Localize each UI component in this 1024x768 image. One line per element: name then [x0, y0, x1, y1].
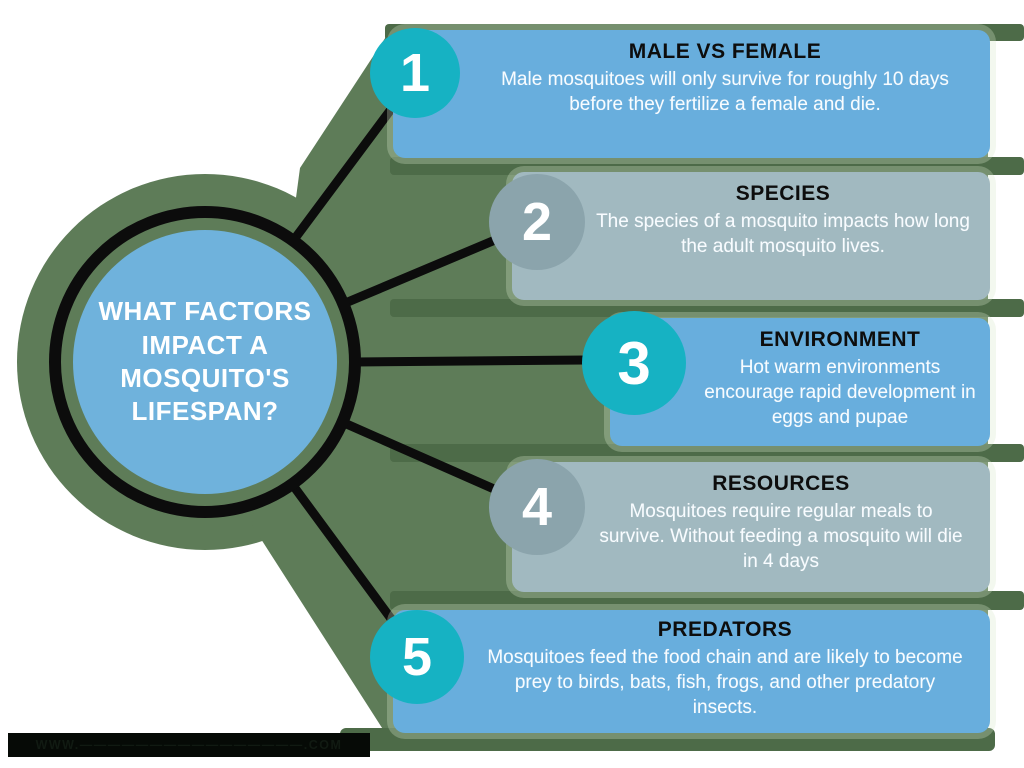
title-circle: WHAT FACTORS IMPACT A MOSQUITO'S LIFESPA… — [73, 230, 337, 494]
factor-box-2: SPECIES The species of a mosquito impact… — [512, 172, 990, 300]
factor-number-badge-1: 1 — [370, 28, 460, 118]
green-stripe-gap-2 — [390, 299, 1024, 317]
factor-title-1: MALE VS FEMALE — [628, 40, 822, 63]
connector-line-3 — [350, 355, 591, 367]
factor-title-5: PREDATORS — [657, 618, 793, 641]
footer-url-bar: WWW.————————————————.COM — [8, 733, 370, 757]
infographic-title: WHAT FACTORS IMPACT A MOSQUITO'S LIFESPA… — [98, 296, 312, 427]
factor-number-badge-5: 5 — [370, 610, 464, 704]
connector-line-2 — [338, 235, 500, 309]
factor-description-3: Hot warm environments encourage rapid de… — [704, 357, 976, 429]
factor-title-3: ENVIRONMENT — [759, 328, 921, 351]
factor-title-4: RESOURCES — [712, 472, 850, 495]
green-stripe-gap-3 — [390, 444, 1024, 462]
factor-description-5: Mosquitoes feed the food chain and are l… — [487, 647, 963, 719]
green-stripe-gap-4 — [390, 591, 1024, 610]
factor-number-badge-4: 4 — [489, 459, 585, 555]
factor-description-4: Mosquitoes require regular meals to surv… — [599, 501, 963, 573]
factor-number-badge-3: 3 — [582, 311, 686, 415]
factor-number-badge-2: 2 — [489, 174, 585, 270]
factor-title-2: SPECIES — [735, 182, 831, 205]
footer-url-text: WWW.————————————————.COM — [35, 738, 343, 752]
connector-line-5 — [287, 479, 397, 625]
connector-line-4 — [337, 417, 499, 494]
green-stripe-bottom — [340, 728, 995, 751]
title-circle-ring — [49, 206, 361, 518]
connector-line-1 — [288, 103, 397, 246]
factor-description-2: The species of a mosquito impacts how lo… — [596, 211, 970, 258]
factor-description-1: Male mosquitoes will only survive for ro… — [501, 69, 949, 116]
factor-box-1: MALE VS FEMALE Male mosquitoes will only… — [393, 30, 990, 158]
factor-box-4: RESOURCES Mosquitoes require regular mea… — [512, 462, 990, 592]
green-stripe-gap-1 — [390, 157, 1024, 175]
factor-box-5: PREDATORS Mosquitoes feed the food chain… — [393, 610, 990, 733]
